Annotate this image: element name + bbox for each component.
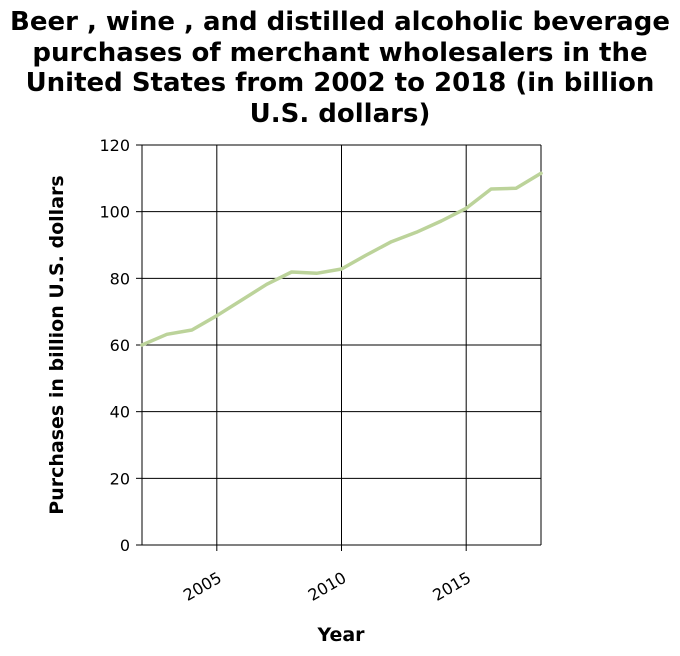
chart-title-line-4: U.S. dollars) xyxy=(250,99,431,129)
x-axis-label: Year xyxy=(316,624,365,646)
chart-title-line-2: purchases of merchant wholesalers in the xyxy=(32,38,647,68)
chart-title-line-1: Beer , wine , and distilled alcoholic be… xyxy=(10,7,670,37)
chart-title-line-3: United States from 2002 to 2018 (in bill… xyxy=(26,68,655,98)
y-tick-label: 40 xyxy=(110,403,130,422)
y-tick-label: 20 xyxy=(110,469,130,488)
x-tick-label: 2010 xyxy=(305,568,350,605)
y-tick-label: 100 xyxy=(99,203,130,222)
x-tick-label: 2015 xyxy=(429,568,474,605)
tick-labels: 0 20 40 60 80 100 120 2005 2010 2015 xyxy=(99,136,474,605)
y-tick-label: 60 xyxy=(110,336,130,355)
x-tick-label: 2005 xyxy=(180,568,225,605)
y-axis-label: Purchases in billion U.S. dollars xyxy=(46,175,68,514)
grid xyxy=(136,144,542,551)
series-line xyxy=(140,171,543,347)
y-tick-label: 120 xyxy=(99,136,130,155)
series-layer xyxy=(140,171,543,347)
y-tick-label: 0 xyxy=(120,536,130,555)
y-tick-label: 80 xyxy=(110,269,130,288)
